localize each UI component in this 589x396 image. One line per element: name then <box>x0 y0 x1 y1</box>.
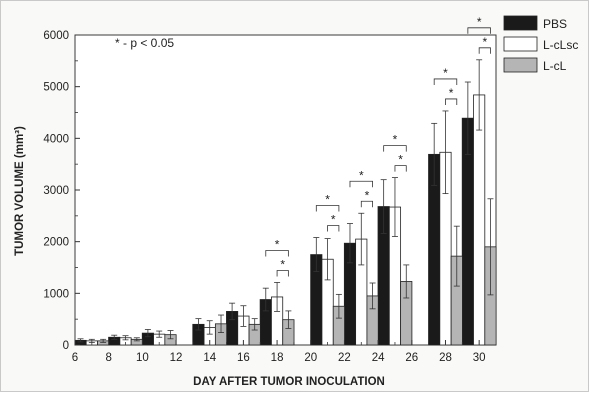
significance-star: * <box>331 213 336 227</box>
axes-layer: 0 1000 2000 3000 4000 5000 6000 6 8 10 12 14 16 18 20 2… <box>43 30 485 364</box>
y-tick-label: 3000 <box>43 185 69 197</box>
x-tick-label: 10 <box>136 352 149 364</box>
error-bar <box>195 318 202 331</box>
significance-star: * <box>365 188 370 202</box>
significance-star: * <box>325 193 330 207</box>
error-bar <box>358 212 365 266</box>
significance-bracket <box>445 98 458 105</box>
y-axis-label: TUMOR VOLUME (mm³) <box>14 126 26 256</box>
error-bar <box>167 330 174 340</box>
error-bar <box>206 320 213 335</box>
significance-marker: ** <box>315 193 340 232</box>
bars-layer: **** ******** <box>74 15 497 346</box>
x-tick-label: 20 <box>304 352 317 364</box>
x-tick-label: 26 <box>405 352 418 364</box>
error-bar <box>274 282 281 312</box>
significance-marker: ** <box>433 66 458 105</box>
significance-star: * <box>477 15 482 29</box>
significance-bracket <box>394 165 407 172</box>
error-bar <box>313 237 320 273</box>
error-bar <box>285 310 292 329</box>
significance-bracket <box>265 250 289 257</box>
x-axis-label: DAY AFTER TUMOR INOCULATION <box>193 376 385 388</box>
error-bar <box>335 293 342 319</box>
significance-bracket <box>349 180 373 188</box>
significance-marker: ** <box>349 168 373 208</box>
error-bar <box>77 338 84 343</box>
y-tick-label: 0 <box>63 340 69 352</box>
error-bar <box>251 318 258 331</box>
error-bar <box>218 314 225 334</box>
error-bar <box>100 338 107 343</box>
error-bar <box>156 330 163 338</box>
error-bar <box>111 334 118 340</box>
error-bar <box>391 177 398 237</box>
error-bar <box>442 110 449 195</box>
significance-bracket <box>433 78 458 85</box>
error-bar <box>133 337 140 342</box>
significance-star: * <box>393 133 398 147</box>
significance-bracket <box>467 27 491 34</box>
x-tick-label: 24 <box>372 352 385 364</box>
significance-bracket <box>478 47 491 54</box>
significance-bracket <box>327 225 340 232</box>
significance-marker: ** <box>383 133 407 172</box>
error-bar <box>346 223 353 264</box>
error-bar <box>324 238 331 281</box>
significance-star: * <box>443 66 448 80</box>
x-tick-label: 12 <box>170 352 183 364</box>
error-bar <box>431 122 438 186</box>
error-bar <box>240 305 247 327</box>
legend-swatch <box>503 57 538 73</box>
y-tick-label: 4000 <box>43 133 69 145</box>
x-tick-label: 16 <box>237 352 250 364</box>
significance-bracket <box>276 270 289 277</box>
error-bar <box>122 335 129 341</box>
legend-label: PBS <box>543 17 567 31</box>
y-tick-label: 2000 <box>43 237 69 249</box>
error-bar <box>487 198 494 296</box>
significance-bracket <box>383 145 407 152</box>
y-tick-label: 1000 <box>43 288 69 300</box>
error-bar <box>229 302 236 321</box>
legend-swatch <box>503 36 538 52</box>
legend-label: L-cL <box>543 59 567 73</box>
x-tick-label: 30 <box>473 352 486 364</box>
significance-note: * - p < 0.05 <box>115 36 174 50</box>
significance-star: * <box>275 237 280 251</box>
x-tick-label: 8 <box>105 352 111 364</box>
error-bar <box>476 59 483 131</box>
y-tick-label: 5000 <box>43 82 69 94</box>
significance-marker: ** <box>265 237 289 277</box>
error-bar <box>453 225 460 287</box>
legend-label: L-cLsc <box>543 38 578 52</box>
significance-bracket <box>360 200 373 208</box>
error-bar <box>464 81 471 155</box>
significance-star: * <box>398 153 403 167</box>
significance-marker: ** <box>467 15 491 54</box>
error-bar <box>380 179 387 234</box>
x-tick-label: 18 <box>271 352 284 364</box>
x-tick-label: 14 <box>203 352 216 364</box>
legend-swatch <box>503 15 538 31</box>
bar <box>473 94 486 346</box>
significance-star: * <box>482 35 487 49</box>
error-bar <box>403 264 410 299</box>
error-bar <box>262 287 269 312</box>
significance-bracket <box>315 205 340 212</box>
y-tick-label: 6000 <box>43 30 69 42</box>
significance-star: * <box>280 257 285 271</box>
error-bar <box>144 329 151 338</box>
x-tick-label: 22 <box>338 352 351 364</box>
x-tick-label: 6 <box>72 352 78 364</box>
significance-star: * <box>359 168 364 182</box>
plot-area <box>74 34 497 346</box>
error-bar <box>369 282 376 310</box>
x-tick-label: 28 <box>439 352 452 364</box>
legend: PBS L-cLsc L-cL <box>503 15 578 73</box>
significance-star: * <box>449 86 454 100</box>
